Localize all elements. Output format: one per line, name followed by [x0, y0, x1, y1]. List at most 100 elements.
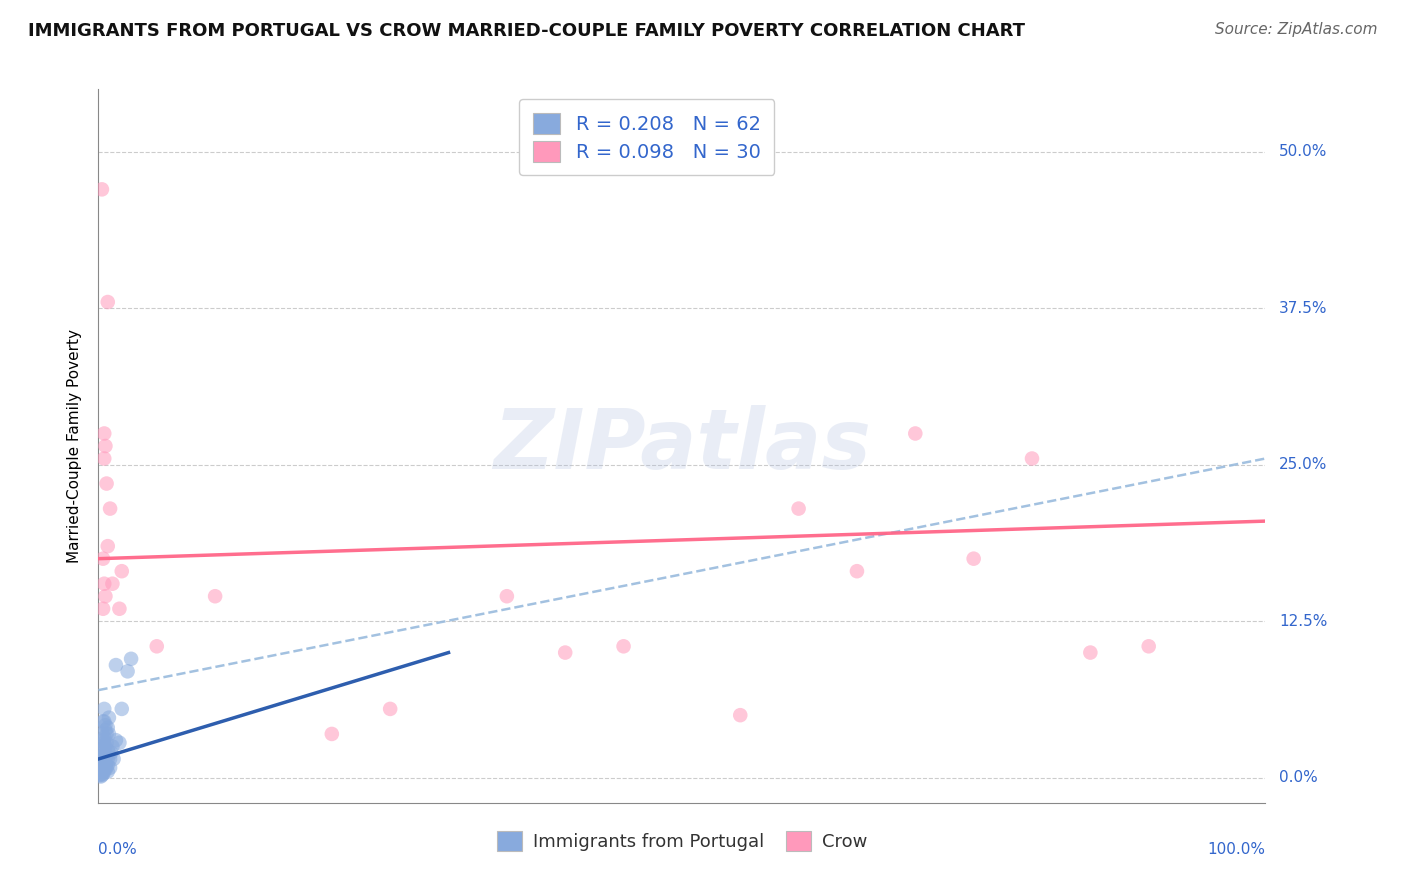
Point	[787, 501, 810, 516]
Point	[97, 539, 120, 553]
Point	[111, 564, 134, 578]
Legend: Immigrants from Portugal, Crow: Immigrants from Portugal, Crow	[489, 823, 875, 858]
Point	[321, 727, 343, 741]
Text: 100.0%: 100.0%	[1208, 842, 1265, 857]
Point	[90, 182, 112, 196]
Point	[1137, 640, 1160, 654]
Y-axis label: Married-Couple Family Poverty: Married-Couple Family Poverty	[67, 329, 83, 563]
Point	[97, 758, 120, 772]
Point	[93, 748, 115, 763]
Point	[91, 761, 114, 775]
Point	[93, 761, 115, 775]
Point	[96, 727, 118, 741]
Point	[108, 736, 131, 750]
Point	[98, 501, 121, 516]
Point	[93, 736, 115, 750]
Point	[90, 727, 112, 741]
Point	[93, 576, 115, 591]
Point	[94, 748, 117, 763]
Text: 0.0%: 0.0%	[1279, 771, 1317, 785]
Point	[89, 764, 111, 779]
Point	[100, 746, 122, 760]
Point	[98, 761, 121, 775]
Point	[101, 739, 124, 754]
Point	[117, 665, 139, 679]
Point	[90, 756, 112, 770]
Text: IMMIGRANTS FROM PORTUGAL VS CROW MARRIED-COUPLE FAMILY POVERTY CORRELATION CHART: IMMIGRANTS FROM PORTUGAL VS CROW MARRIED…	[28, 22, 1025, 40]
Point	[91, 743, 114, 757]
Point	[97, 711, 120, 725]
Point	[730, 708, 752, 723]
Text: 25.0%: 25.0%	[1279, 458, 1327, 472]
Point	[91, 764, 114, 779]
Point	[90, 739, 112, 754]
Point	[93, 451, 115, 466]
Point	[90, 761, 112, 775]
Point	[612, 640, 634, 654]
Point	[108, 601, 131, 615]
Point	[496, 589, 519, 603]
Point	[846, 564, 869, 578]
Point	[90, 770, 112, 784]
Point	[98, 752, 121, 766]
Point	[91, 758, 114, 772]
Point	[94, 439, 117, 453]
Point	[204, 589, 226, 603]
Point	[90, 752, 112, 766]
Point	[90, 764, 112, 779]
Point	[96, 748, 118, 763]
Point	[91, 767, 114, 781]
Point	[380, 702, 402, 716]
Point	[93, 752, 115, 766]
Point	[90, 746, 112, 760]
Point	[146, 640, 169, 654]
Point	[97, 743, 120, 757]
Point	[554, 646, 576, 660]
Point	[904, 426, 927, 441]
Point	[97, 752, 120, 766]
Point	[97, 764, 120, 779]
Point	[94, 761, 117, 775]
Point	[91, 748, 114, 763]
Text: ZIPatlas: ZIPatlas	[494, 406, 870, 486]
Point	[93, 731, 115, 745]
Point	[96, 761, 118, 775]
Point	[91, 551, 114, 566]
Point	[89, 768, 111, 782]
Point	[90, 758, 112, 772]
Point	[89, 761, 111, 775]
Point	[93, 702, 115, 716]
Text: 37.5%: 37.5%	[1279, 301, 1327, 316]
Point	[94, 756, 117, 770]
Point	[104, 733, 127, 747]
Point	[97, 727, 120, 741]
Point	[111, 702, 134, 716]
Point	[90, 764, 112, 779]
Point	[93, 764, 115, 779]
Point	[93, 426, 115, 441]
Point	[97, 746, 120, 760]
Text: 12.5%: 12.5%	[1279, 614, 1327, 629]
Point	[94, 723, 117, 738]
Point	[1021, 451, 1043, 466]
Text: Source: ZipAtlas.com: Source: ZipAtlas.com	[1215, 22, 1378, 37]
Point	[1080, 646, 1102, 660]
Point	[90, 768, 112, 782]
Point	[94, 758, 117, 772]
Point	[97, 721, 120, 735]
Point	[97, 295, 120, 310]
Point	[94, 589, 117, 603]
Point	[94, 718, 117, 732]
Text: 0.0%: 0.0%	[98, 842, 138, 857]
Point	[96, 736, 118, 750]
Point	[120, 652, 142, 666]
Point	[962, 551, 984, 566]
Point	[103, 752, 125, 766]
Point	[104, 658, 127, 673]
Point	[96, 476, 118, 491]
Point	[91, 733, 114, 747]
Point	[101, 576, 124, 591]
Point	[91, 714, 114, 729]
Point	[94, 739, 117, 754]
Point	[90, 752, 112, 766]
